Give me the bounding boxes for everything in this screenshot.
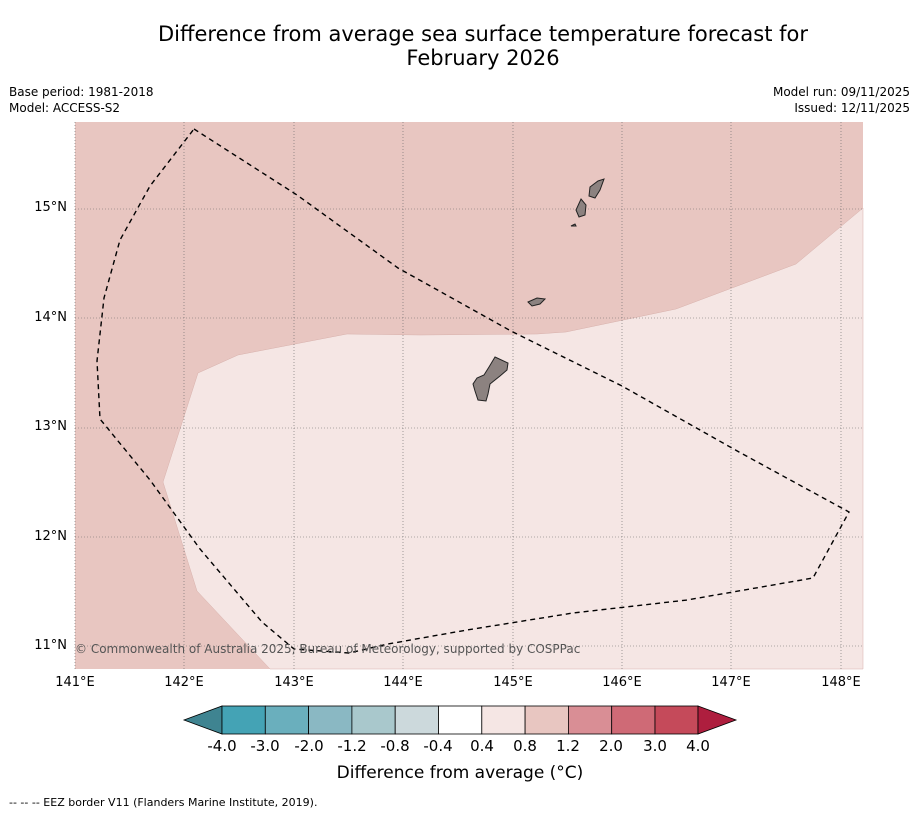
lon-label: 145°E [493,675,533,690]
colorbar-tick-label: 3.0 [643,737,667,755]
lon-label: 143°E [274,675,314,690]
colorbar-tick-label: 0.8 [513,737,537,755]
colorbar-segment [264,705,309,735]
colorbar-segment [351,705,396,735]
colorbar-segment [654,705,699,735]
model-name: Model: ACCESS-S2 [9,101,121,115]
lon-label: 148°E [821,675,861,690]
colorbar-tick-label: -4.0 [207,737,237,755]
colorbar-segment [568,705,613,735]
lon-label: 147°E [711,675,751,690]
colorbar-tick-label: -0.8 [380,737,410,755]
tinian-island [575,198,587,218]
colorbar-over-arrow [697,705,738,735]
colorbar-under-arrow [182,705,223,735]
lon-label: 146°E [602,675,642,690]
colorbar-tick-label: -2.0 [294,737,324,755]
lat-label: 15°N [34,200,67,215]
map-title-line1: Difference from average sea surface temp… [158,22,808,46]
lat-label: 14°N [34,310,67,325]
colorbar-title: Difference from average (°C) [336,763,584,783]
colorbar-tick-label: 0.4 [470,737,494,755]
aguijan-island [570,223,577,227]
lat-label: 12°N [34,529,67,544]
colorbar-segment [611,705,656,735]
colorbar-tick-label: -0.4 [423,737,453,755]
gridlines [74,122,863,669]
saipan-island [588,178,605,199]
model-run: Model run: 09/11/2025 [772,85,910,99]
colorbar-tick-label: 2.0 [599,737,623,755]
colorbar-segment [221,705,266,735]
lon-label: 141°E [55,675,95,690]
lat-label: 13°N [34,419,67,434]
eez-border [96,128,850,654]
base-period: Base period: 1981-2018 [9,85,154,99]
colorbar-segment [394,705,439,735]
issued-date: Issued: 12/11/2025 [794,101,910,115]
colorbar-tick-label: -1.2 [337,737,367,755]
anomaly-band-0-4-0-8 [162,207,864,670]
lon-label: 144°E [383,675,423,690]
lat-label: 11°N [34,638,67,653]
colorbar-tick-label: 1.2 [556,737,580,755]
meta-left: Base period: 1981-2018 Model: ACCESS-S2 [9,84,154,116]
colorbar-segment [524,705,569,735]
rota-island [527,297,547,307]
colorbar-segment [308,705,353,735]
lon-label: 142°E [164,675,204,690]
colorbar-tick-label: -3.0 [250,737,280,755]
colorbar-segment [438,705,483,735]
copyright-notice: © Commonwealth of Australia 2025, Bureau… [75,642,580,656]
map-title-line2: February 2026 [406,46,560,70]
colorbar [182,705,738,735]
meta-right: Model run: 09/11/2025 Issued: 12/11/2025 [773,84,910,116]
guam-island [472,356,509,402]
map-title: Difference from average sea surface temp… [140,22,826,70]
colorbar-tick-label: 4.0 [686,737,710,755]
eez-legend-note: -- -- -- EEZ border V11 (Flanders Marine… [9,796,318,809]
colorbar-segment [481,705,526,735]
land-masses [472,178,605,402]
